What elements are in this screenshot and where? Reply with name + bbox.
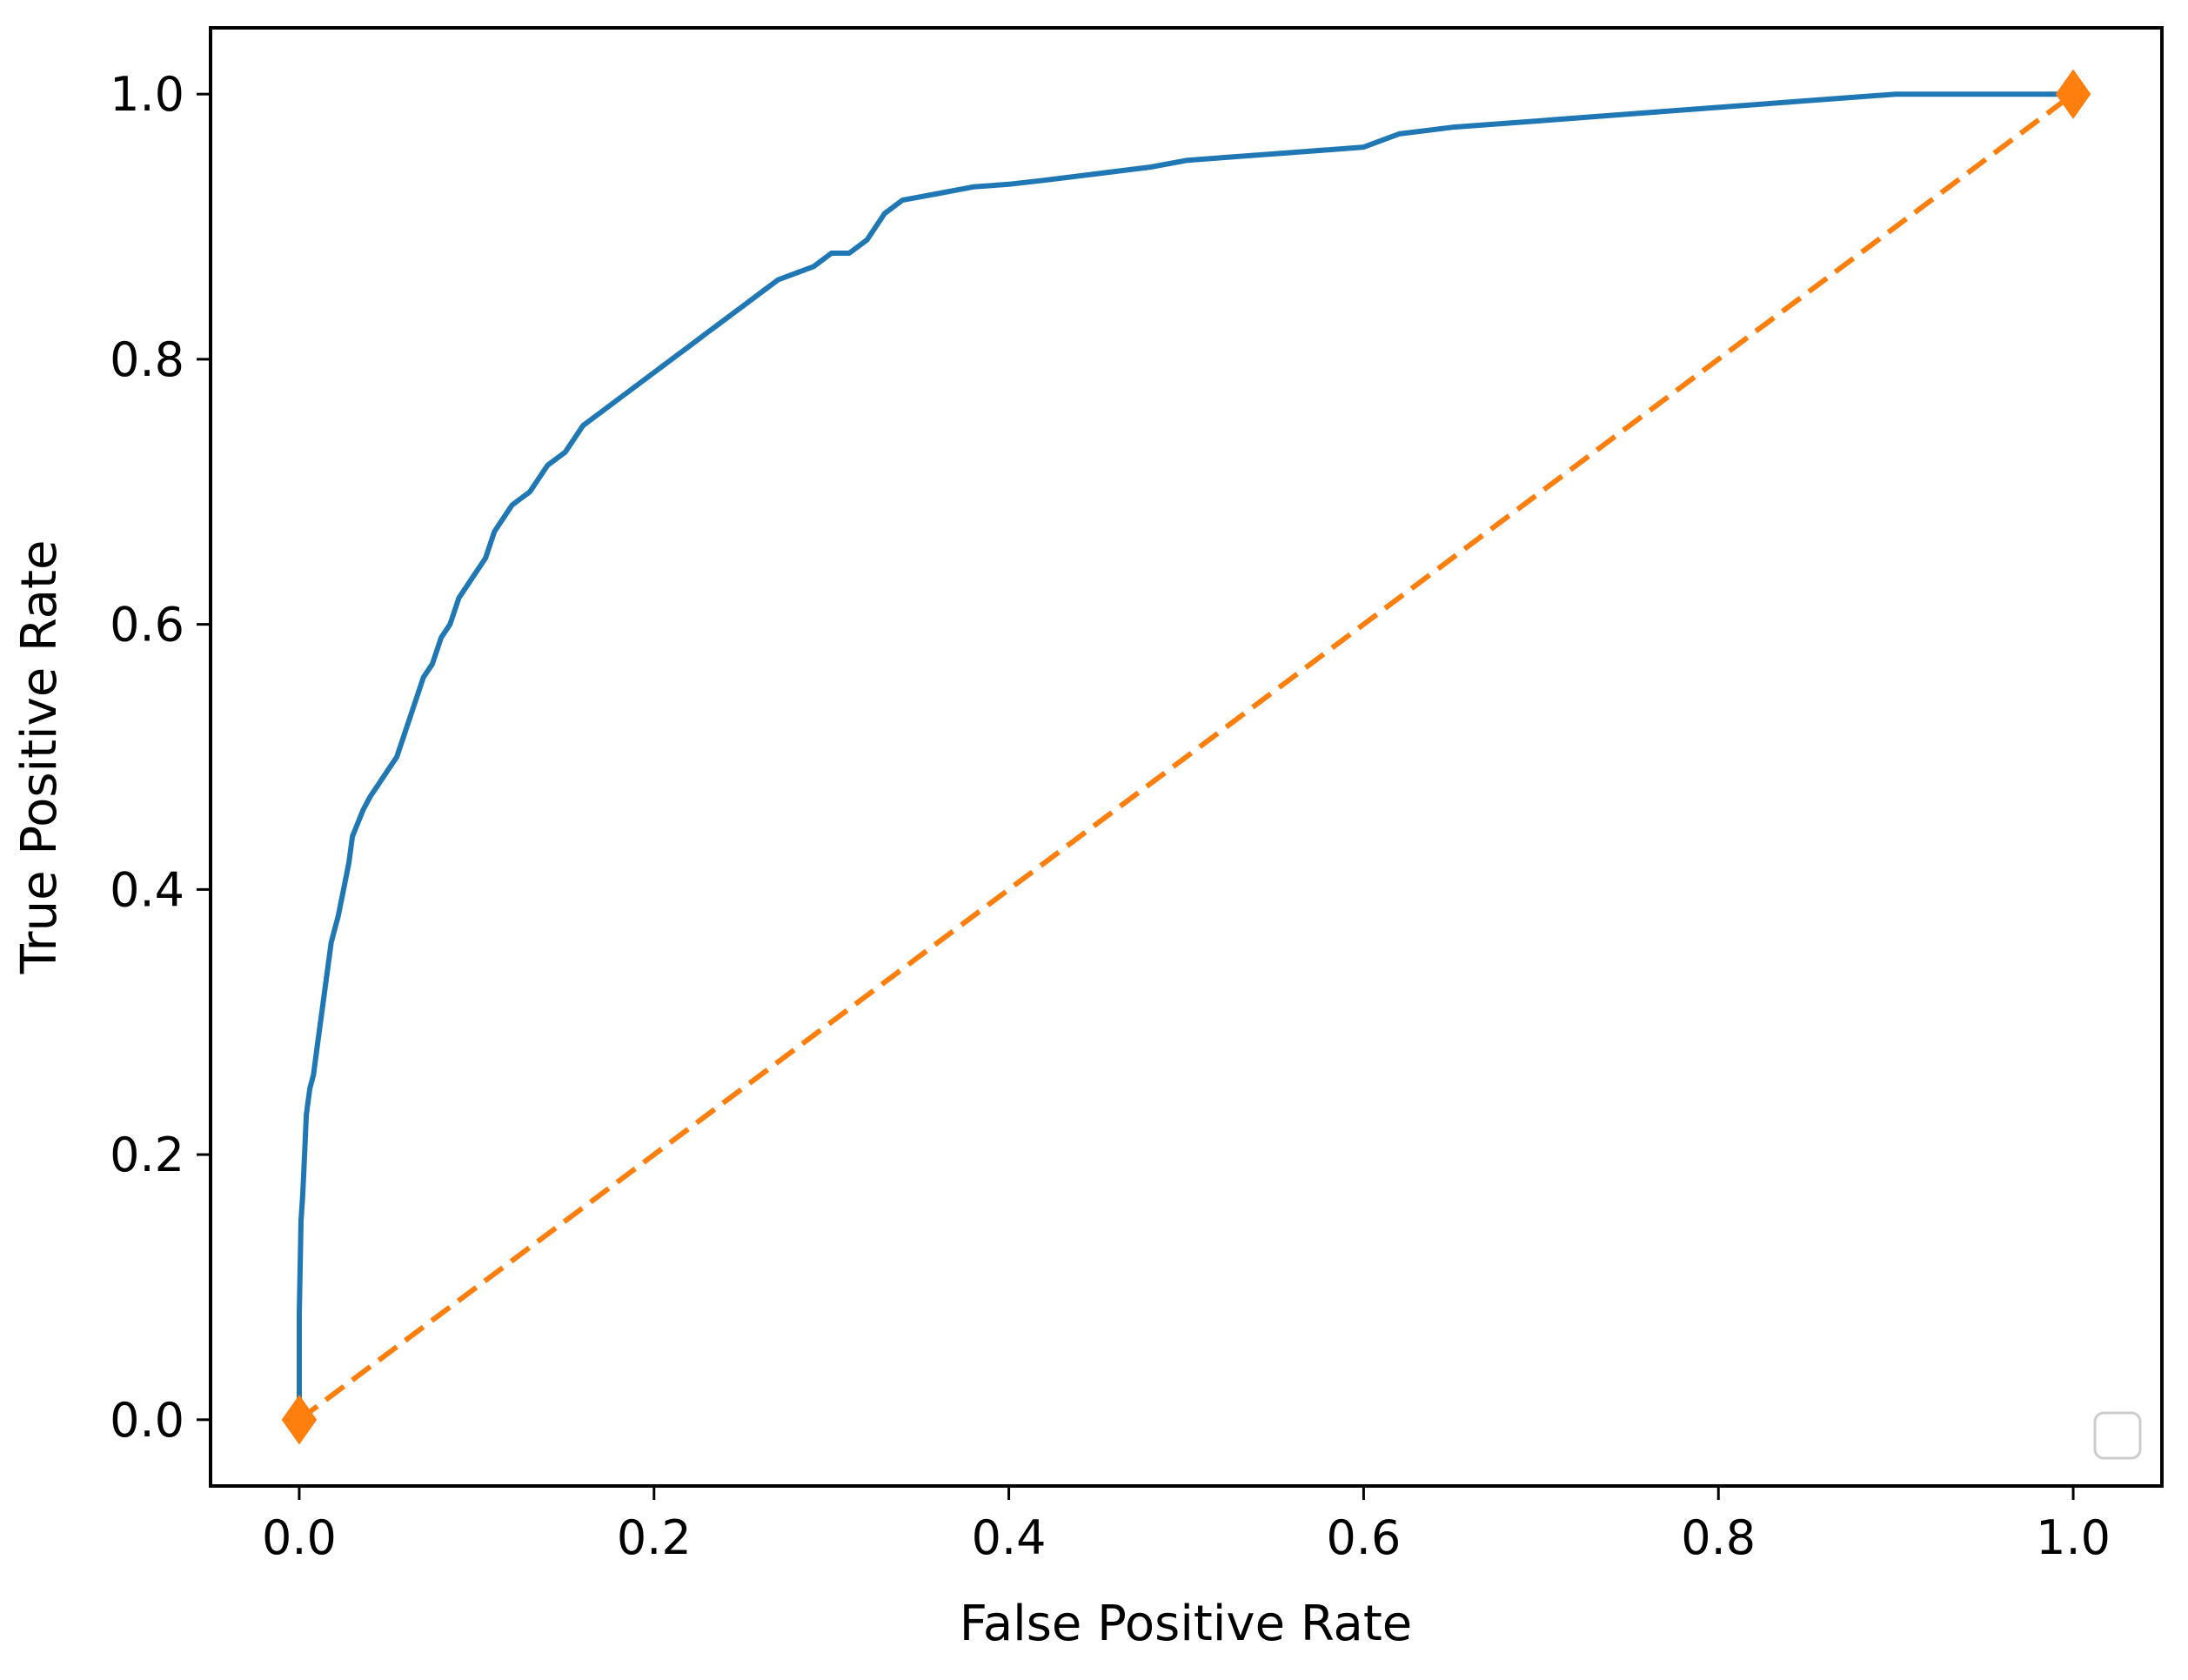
y-tick-label: 0.8 [110, 332, 184, 387]
x-tick-label: 0.4 [972, 1510, 1047, 1565]
x-axis-label: False Positive Rate [960, 1596, 1412, 1652]
series-layer [281, 69, 2091, 1445]
x-tick-label: 1.0 [2036, 1510, 2111, 1565]
y-axis-ticks: 0.0 0.2 0.4 0.6 0.8 1.0 [110, 67, 211, 1448]
legend-box [2093, 1411, 2142, 1460]
y-tick-label: 0.0 [110, 1393, 184, 1448]
x-tick-label: 0.2 [617, 1510, 692, 1565]
baseline-diamond-marker [2055, 69, 2091, 119]
x-axis-ticks: 0.0 0.2 0.4 0.6 0.8 1.0 [262, 1486, 2111, 1565]
y-tick-label: 1.0 [110, 67, 184, 122]
y-tick-label: 0.2 [110, 1128, 184, 1182]
y-tick-label: 0.4 [110, 862, 184, 917]
y-tick-label: 0.6 [110, 598, 184, 653]
baseline-dashed-line [298, 91, 2075, 1422]
x-tick-label: 0.0 [262, 1510, 337, 1565]
roc-curve-line [297, 91, 2076, 1422]
plot-area-frame [209, 26, 2164, 1488]
x-tick-label: 0.6 [1326, 1510, 1401, 1565]
baseline-diamond-marker [281, 1395, 318, 1445]
x-tick-label: 0.8 [1681, 1510, 1756, 1565]
y-axis-label: True Positive Rate [11, 540, 68, 975]
